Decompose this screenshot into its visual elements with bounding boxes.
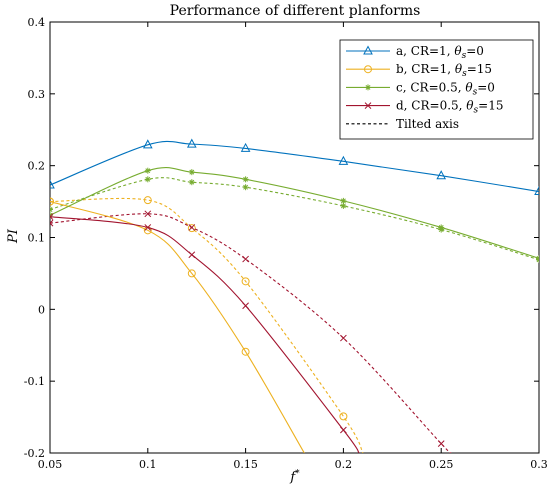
legend-entry: a, CR=1, θs=0 xyxy=(346,44,484,61)
x-tick-label: 0.25 xyxy=(429,458,454,471)
data-point-c-tilted-axis xyxy=(242,184,249,191)
data-point-d-tilted-axis xyxy=(340,334,347,342)
x-tick-label: 0.15 xyxy=(233,458,258,471)
y-tick-label: 0.1 xyxy=(28,232,46,245)
series-line-b xyxy=(50,201,305,453)
chart-title: Performance of different planforms xyxy=(170,3,421,19)
data-point-d xyxy=(144,224,152,231)
legend-box xyxy=(339,39,534,140)
data-point-d-tilted-axis xyxy=(242,255,249,263)
legend-label: b, CR=1, θs=15 xyxy=(396,62,492,79)
data-point-c xyxy=(188,169,195,176)
legend-label: d, CR=0.5, θs=15 xyxy=(396,99,503,116)
data-point-c xyxy=(144,167,151,174)
data-point-c-tilted-axis xyxy=(188,179,195,186)
series-a xyxy=(50,138,539,196)
legend-marker xyxy=(364,65,372,74)
data-point-c-tilted-axis xyxy=(340,202,347,209)
data-point-d-tilted-axis xyxy=(50,219,54,227)
data-point-b-tilted-axis xyxy=(241,277,250,286)
data-point-c xyxy=(242,176,249,183)
data-point-d xyxy=(50,213,54,221)
data-point-c xyxy=(438,224,445,231)
x-axis-label-superscript: * xyxy=(295,469,300,479)
data-point-b-tilted-axis xyxy=(143,196,152,205)
legend-marker xyxy=(364,102,372,109)
data-point-d-tilted-axis xyxy=(437,440,445,448)
data-point-b-tilted-axis xyxy=(187,224,196,233)
legend-marker xyxy=(363,45,373,55)
data-point-a xyxy=(436,170,447,180)
y-tick-label: -0.1 xyxy=(24,375,45,388)
data-point-d xyxy=(242,302,249,310)
legend-entry: Tilted axis xyxy=(346,117,459,131)
legend-entry: b, CR=1, θs=15 xyxy=(346,62,492,79)
data-point-d-tilted-axis xyxy=(188,224,196,231)
data-point-b xyxy=(241,347,250,356)
x-axis-label: f* xyxy=(289,469,300,485)
x-tick-label: 0.3 xyxy=(530,458,548,471)
data-point-c xyxy=(536,255,539,262)
legend-label: c, CR=0.5, θs=0 xyxy=(396,80,495,97)
legend-label: a, CR=1, θs=0 xyxy=(396,44,484,61)
legend-entry: c, CR=0.5, θs=0 xyxy=(346,80,495,97)
series-clip-group xyxy=(50,138,539,453)
series-b xyxy=(50,197,305,453)
data-point-a xyxy=(240,142,251,152)
x-axis-label-main: f xyxy=(289,470,297,485)
y-axis-label: PI xyxy=(6,228,21,244)
data-point-b-tilted-axis xyxy=(339,412,348,421)
tick-marks xyxy=(49,21,540,454)
data-point-d xyxy=(188,251,196,259)
data-point-a xyxy=(534,185,539,196)
legend-entry: d, CR=0.5, θs=15 xyxy=(346,99,503,116)
legend-marker xyxy=(365,84,371,91)
tick-labels: 0.05 0.1 0.15 0.2 0.25 0.3 -0.2 -0.1 0 0.1 0.2 0.3 0… xyxy=(24,16,548,471)
series-line-b-tilted-axis xyxy=(50,197,364,453)
data-point-c-tilted-axis xyxy=(50,206,53,213)
series-d xyxy=(50,213,360,453)
data-point-c-tilted-axis xyxy=(144,176,151,183)
series-layer xyxy=(50,138,539,453)
y-tick-label: 0.4 xyxy=(28,16,46,29)
series-line-a xyxy=(50,140,539,193)
x-tick-label: 0.05 xyxy=(38,458,63,471)
y-tick-label: 0.2 xyxy=(28,160,46,173)
data-point-c xyxy=(340,197,347,204)
y-tick-label: 0 xyxy=(38,303,45,316)
data-point-d-tilted-axis xyxy=(144,210,152,218)
data-point-b xyxy=(187,269,196,278)
data-point-b xyxy=(50,197,54,206)
series-d-tilted-axis xyxy=(50,210,452,453)
data-point-a xyxy=(50,179,55,189)
y-tick-label: 0.3 xyxy=(28,88,46,101)
data-point-a xyxy=(338,155,349,165)
data-point-a xyxy=(186,138,197,148)
legend: a, CR=1, θs=0b, CR=1, θs=15c, CR=0.5, θs… xyxy=(339,39,534,140)
data-point-a xyxy=(142,139,153,149)
data-point-d xyxy=(340,426,347,434)
x-tick-label: 0.1 xyxy=(139,458,157,471)
y-tick-label: -0.2 xyxy=(24,447,45,460)
legend-label: Tilted axis xyxy=(396,117,459,131)
x-tick-label: 0.2 xyxy=(335,458,353,471)
